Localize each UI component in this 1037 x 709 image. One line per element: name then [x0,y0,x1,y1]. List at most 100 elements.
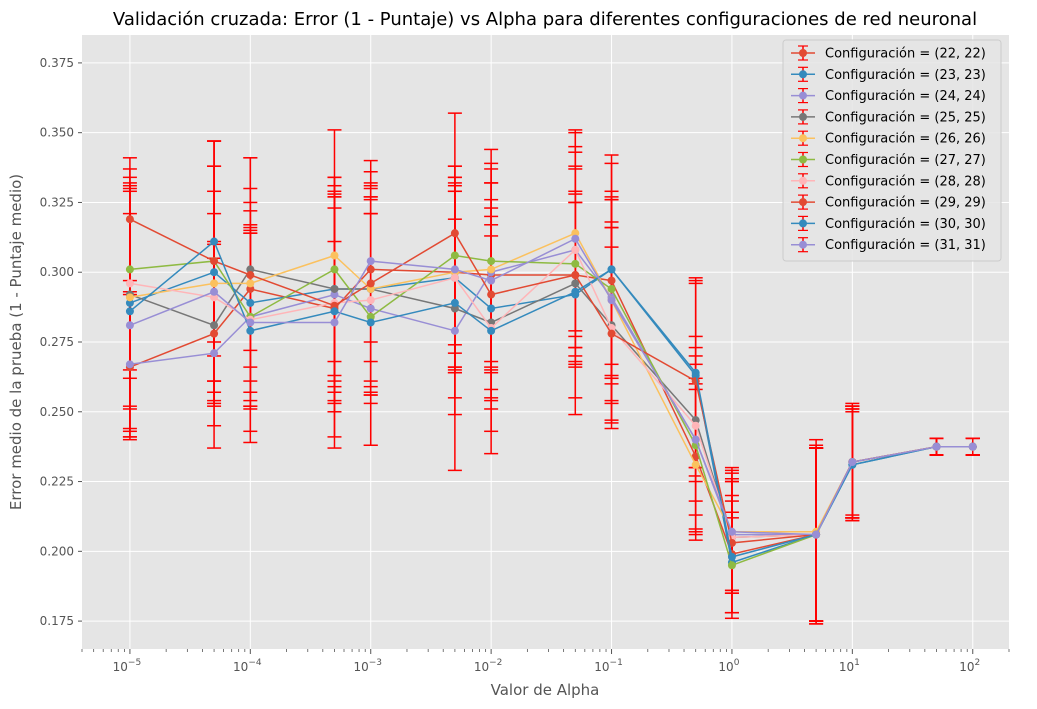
data-point [366,257,375,266]
legend-label: Configuración = (26, 26) [825,132,986,147]
data-point [487,304,496,313]
data-point [571,271,580,280]
x-tick-label: 10−1 [594,658,623,674]
legend-label: Configuración = (23, 23) [825,68,986,83]
data-point [487,257,496,266]
data-point [210,237,219,246]
data-point [210,329,219,338]
data-point [571,229,580,238]
data-point [330,290,339,299]
data-point [330,251,339,260]
data-point [330,284,339,293]
legend-marker [799,70,807,79]
data-point [125,360,134,369]
legend-marker [799,112,807,121]
data-point [366,279,375,288]
data-point [210,268,219,277]
data-point [246,326,255,335]
data-point [571,279,580,288]
data-point [727,527,736,536]
data-point [727,552,736,561]
data-point [246,279,255,288]
legend-label: Configuración = (25, 25) [825,110,986,125]
legend-box [782,39,1002,262]
data-point [330,301,339,310]
x-axis-label: Valor de Alpha [491,681,600,699]
data-point [450,265,459,274]
x-tick-label: 10−3 [353,658,382,674]
legend-label: Configuración = (30, 30) [825,217,986,232]
x-tick-label: 102 [959,658,980,674]
data-point [125,279,134,288]
legend-marker [799,134,807,143]
data-point [210,321,219,330]
y-tick-label: 0.300 [40,265,74,279]
data-point [607,276,616,285]
legend-marker [799,219,807,228]
data-point [487,265,496,274]
data-point [691,368,700,377]
y-tick-label: 0.225 [40,475,74,489]
data-point [246,271,255,280]
data-point [487,276,496,285]
data-point [487,290,496,299]
data-point [125,321,134,330]
legend-label: Configuración = (28, 28) [825,174,986,189]
data-point [691,435,700,444]
data-point [691,460,700,469]
data-point [968,442,977,451]
legend-marker [799,155,807,164]
data-point [246,318,255,327]
data-point [210,257,219,266]
data-point [125,293,134,302]
x-tick-label: 10−5 [113,658,142,674]
data-point [246,265,255,274]
series-lines [125,215,977,570]
data-point [607,265,616,274]
legend-label: Configuración = (29, 29) [825,196,986,211]
data-point [691,421,700,430]
data-point [450,273,459,282]
data-point [246,284,255,293]
data-point [366,284,375,293]
data-point [330,265,339,274]
data-point [607,284,616,293]
data-point [571,245,580,254]
data-point [125,215,134,224]
x-tick-label: 10−2 [474,658,503,674]
legend-marker [799,91,807,100]
y-tick-label: 0.200 [40,544,74,558]
y-tick-label: 0.375 [40,56,74,70]
y-tick-label: 0.175 [40,614,74,628]
x-tick-label: 101 [839,658,860,674]
data-point [607,329,616,338]
data-point [727,561,736,570]
y-axis-label: Error medio de la prueba (1 - Puntaje me… [7,174,25,510]
chart-title: Validación cruzada: Error (1 - Puntaje) … [113,9,977,30]
data-point [210,279,219,288]
data-point [571,287,580,296]
data-point [571,259,580,268]
data-point [210,349,219,358]
y-tick-label: 0.250 [40,405,74,419]
y-tick-label: 0.325 [40,195,74,209]
legend-marker [799,49,807,57]
legend-label: Configuración = (31, 31) [825,238,986,253]
legend-label: Configuración = (24, 24) [825,89,986,104]
legend: Configuración = (22, 22) Configuración = … [782,39,1002,262]
data-point [366,304,375,313]
data-point [366,265,375,274]
data-point [125,265,134,274]
data-point [210,287,219,296]
data-point [246,298,255,307]
legend-marker [799,198,807,207]
axis-ticks: 0.175 0.200 0.225 0.250 0.275 0.300 0.325 0.350… [40,56,1010,674]
data-point [932,442,941,451]
y-tick-label: 0.275 [40,335,74,349]
data-point [848,458,857,467]
x-tick-label: 10−4 [233,658,262,674]
data-point [450,304,459,313]
data-point [571,234,580,243]
x-tick-label: 100 [718,658,739,674]
